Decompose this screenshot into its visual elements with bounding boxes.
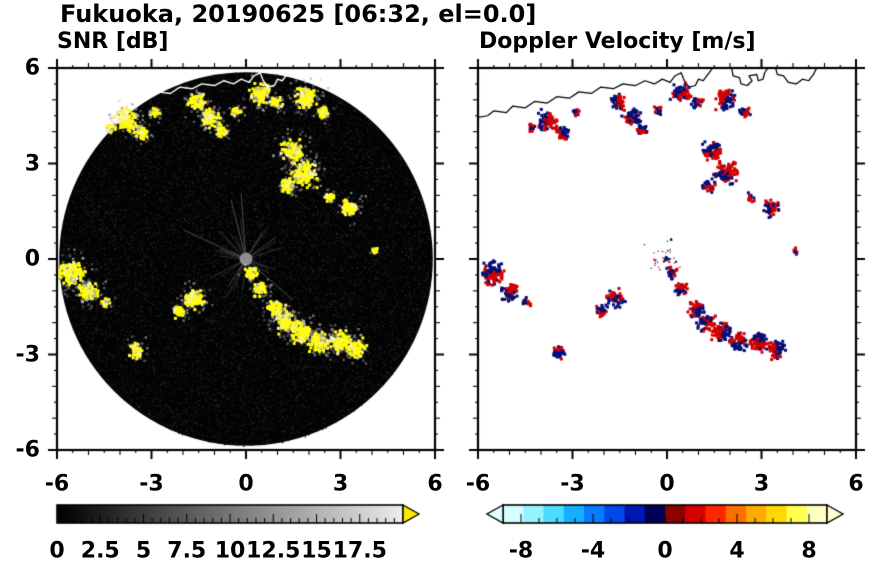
doppler-x-tick-label: -3 [560, 471, 585, 497]
doppler-x-tick-label: 6 [848, 471, 864, 497]
snr-x-tick-label: -3 [139, 471, 164, 497]
snr-colorbar-tick-label: 10 [214, 538, 246, 564]
snr-colorbar [55, 500, 435, 532]
doppler-x-tick-label: 3 [753, 471, 770, 497]
snr-colorbar-tick-label: 2.5 [80, 538, 120, 564]
snr-colorbar-tick-label: 17.5 [332, 538, 387, 564]
doppler-x-tick-label: -6 [465, 471, 491, 497]
snr-colorbar-tick-label: 5 [135, 538, 152, 564]
doppler-colorbar-tick-label: 0 [657, 538, 673, 564]
snr-x-tick-label: 6 [427, 471, 443, 497]
snr-y-tick-label: 0 [24, 246, 40, 272]
doppler-ppi-plot [468, 58, 866, 460]
snr-y-tick-label: 3 [24, 151, 40, 176]
doppler-colorbar-tick-label: 4 [729, 538, 745, 564]
snr-x-tick-label: -6 [44, 471, 70, 497]
doppler-colorbar-tick-label: -8 [508, 538, 534, 564]
doppler-colorbar-tick-label: -4 [580, 538, 606, 564]
snr-x-tick-label: 0 [238, 471, 254, 497]
snr-y-tick-label: 6 [24, 55, 40, 81]
snr-colorbar-tick-label: 7.5 [167, 538, 207, 564]
snr-y-tick-label: -6 [15, 437, 40, 463]
snr-colorbar-tick-label: 15 [301, 538, 332, 564]
snr-colorbar-tick-label: 0 [49, 538, 65, 564]
doppler-panel-title: Doppler Velocity [m/s] [479, 29, 756, 54]
figure-title: Fukuoka, 20190625 [06:32, el=0.0] [60, 0, 537, 28]
snr-panel-title: SNR [dB] [57, 29, 169, 54]
doppler-colorbar [470, 500, 864, 532]
snr-x-tick-label: 3 [332, 471, 349, 497]
snr-colorbar-tick-label: 12.5 [246, 538, 301, 564]
snr-y-tick-label: -3 [15, 342, 40, 367]
doppler-x-tick-label: 0 [659, 471, 675, 497]
snr-ppi-plot [47, 58, 445, 460]
doppler-colorbar-tick-label: 8 [801, 538, 817, 564]
